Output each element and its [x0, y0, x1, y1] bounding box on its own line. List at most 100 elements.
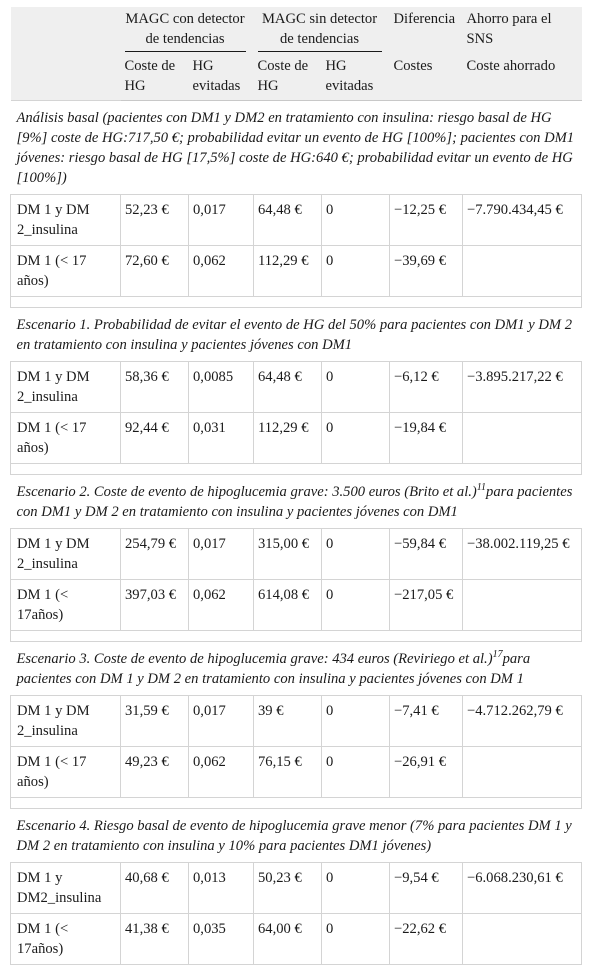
- cell-hg-evitadas-sin: 0: [321, 528, 390, 580]
- cell-coste-ahorrado: [462, 746, 582, 798]
- cell-coste-hg-sin: 112,29 €: [253, 245, 322, 297]
- table-row: DM 1 y DM 2_insulina 58,36 € 0,0085 64,4…: [10, 361, 582, 413]
- cell-coste-hg-con: 52,23 €: [120, 194, 189, 246]
- cell-diferencia-costes: −39,69 €: [389, 245, 463, 297]
- section-title-escenario-4: Escenario 4. Riesgo basal de evento de h…: [10, 808, 582, 863]
- cell-diferencia-costes: −6,12 €: [389, 361, 463, 413]
- cell-coste-hg-con: 40,68 €: [120, 862, 189, 914]
- cell-diferencia-costes: −12,25 €: [389, 194, 463, 246]
- spacer-cell: [10, 797, 582, 809]
- subheader-coste-hg-1: Coste de HG: [120, 52, 189, 101]
- subheader-coste-ahorrado: Coste ahorrado: [462, 52, 582, 101]
- cell-coste-hg-sin: 64,48 €: [253, 194, 322, 246]
- header-group-with-detector-text: MAGC con detector de tendencias: [124, 9, 246, 52]
- cell-hg-evitadas-con: 0,062: [188, 245, 254, 297]
- section-title-escenario-3-pre: Escenario 3. Coste de evento de hipogluc…: [16, 651, 493, 667]
- cell-coste-hg-con: 41,38 €: [120, 913, 189, 965]
- subheader-hg-evitadas-1-text: HG evitadas: [192, 58, 241, 94]
- cell-hg-evitadas-con: 0,031: [188, 412, 254, 464]
- section-title-escenario-1: Escenario 1. Probabilidad de evitar el e…: [10, 307, 582, 362]
- cell-hg-evitadas-con: 0,017: [188, 695, 254, 747]
- table-row: DM 1 (< 17años) 41,38 € 0,035 64,00 € 0 …: [10, 913, 582, 965]
- cell-hg-evitadas-con: 0,013: [188, 862, 254, 914]
- section-title-escenario-3: Escenario 3. Coste de evento de hipogluc…: [10, 641, 582, 696]
- section-title-row: Escenario 1. Probabilidad de evitar el e…: [10, 307, 582, 362]
- section-title-row: Escenario 3. Coste de evento de hipogluc…: [10, 641, 582, 696]
- cell-diferencia-costes: −22,62 €: [389, 913, 463, 965]
- spacer-row: [10, 797, 582, 809]
- cell-hg-evitadas-con: 0,035: [188, 913, 254, 965]
- cell-hg-evitadas-con: 0,017: [188, 194, 254, 246]
- spacer-cell: [10, 630, 582, 642]
- spacer-row: [10, 630, 582, 642]
- row-label: DM 1 y DM 2_insulina: [10, 528, 121, 580]
- cell-hg-evitadas-con: 0,017: [188, 528, 254, 580]
- cell-coste-hg-con: 49,23 €: [120, 746, 189, 798]
- cell-coste-ahorrado: [462, 913, 582, 965]
- spacer-row: [10, 463, 582, 475]
- table-row: DM 1 (< 17 años) 92,44 € 0,031 112,29 € …: [10, 412, 582, 464]
- cell-coste-hg-con: 72,60 €: [120, 245, 189, 297]
- section-title-escenario-2: Escenario 2. Coste de evento de hipogluc…: [10, 474, 582, 529]
- subheader-hg-evitadas-1: HG evitadas: [188, 52, 254, 101]
- table-row: DM 1 (< 17 años) 49,23 € 0,062 76,15 € 0…: [10, 746, 582, 798]
- section-title-row: Análisis basal (pacientes con DM1 y DM2 …: [10, 100, 582, 195]
- cell-coste-ahorrado: −7.790.434,45 €: [462, 194, 582, 246]
- table-row: DM 1 (< 17 años) 72,60 € 0,062 112,29 € …: [10, 245, 582, 297]
- cell-coste-hg-con: 58,36 €: [120, 361, 189, 413]
- table-row: DM 1 y DM 2_insulina 31,59 € 0,017 39 € …: [10, 695, 582, 747]
- cell-hg-evitadas-sin: 0: [321, 194, 390, 246]
- cell-coste-ahorrado: −38.002.119,25 €: [462, 528, 582, 580]
- row-label: DM 1 (< 17años): [10, 913, 121, 965]
- cell-coste-ahorrado: −6.068.230,61 €: [462, 862, 582, 914]
- cell-coste-hg-sin: 64,48 €: [253, 361, 322, 413]
- cell-hg-evitadas-con: 0,062: [188, 746, 254, 798]
- cell-hg-evitadas-sin: 0: [321, 245, 390, 297]
- row-label: DM 1 (< 17años): [10, 579, 121, 631]
- table-row: DM 1 y DM2_insulina 40,68 € 0,013 50,23 …: [10, 862, 582, 914]
- header-ahorro: Ahorro para el SNS: [462, 7, 582, 52]
- cell-coste-ahorrado: [462, 245, 582, 297]
- header-ahorro-text: Ahorro para el SNS: [466, 11, 552, 47]
- cell-coste-ahorrado: −3.895.217,22 €: [462, 361, 582, 413]
- section-title-escenario-2-post: para pacientes con DM1 y DM 2 en tratami…: [16, 484, 573, 520]
- cost-table: MAGC con detector de tendencias MAGC sin…: [10, 7, 582, 965]
- row-label: DM 1 (< 17 años): [10, 746, 121, 798]
- cell-hg-evitadas-sin: 0: [321, 412, 390, 464]
- cell-diferencia-costes: −217,05 €: [389, 579, 463, 631]
- cell-coste-hg-con: 31,59 €: [120, 695, 189, 747]
- row-label: DM 1 y DM 2_insulina: [10, 361, 121, 413]
- header-group-with-detector: MAGC con detector de tendencias: [120, 7, 254, 52]
- citation-superscript: 11: [476, 482, 487, 494]
- row-label: DM 1 (< 17 años): [10, 412, 121, 464]
- section-title-basal: Análisis basal (pacientes con DM1 y DM2 …: [10, 100, 582, 195]
- cell-coste-hg-sin: 315,00 €: [253, 528, 322, 580]
- cell-hg-evitadas-con: 0,0085: [188, 361, 254, 413]
- cell-coste-hg-sin: 50,23 €: [253, 862, 322, 914]
- cell-hg-evitadas-sin: 0: [321, 361, 390, 413]
- section-title-row: Escenario 4. Riesgo basal de evento de h…: [10, 808, 582, 863]
- cell-coste-hg-sin: 39 €: [253, 695, 322, 747]
- citation-superscript: 17: [492, 649, 503, 661]
- header-row-1: MAGC con detector de tendencias MAGC sin…: [10, 7, 582, 101]
- cell-diferencia-costes: −7,41 €: [389, 695, 463, 747]
- cell-coste-hg-sin: 76,15 €: [253, 746, 322, 798]
- section-title-escenario-2-pre: Escenario 2. Coste de evento de hipogluc…: [16, 484, 477, 500]
- cell-coste-hg-sin: 614,08 €: [253, 579, 322, 631]
- header-row-2: Coste de HG HG evitadas Coste de HG HG e…: [11, 52, 582, 101]
- table-row: DM 1 y DM 2_insulina 52,23 € 0,017 64,48…: [10, 194, 582, 246]
- cell-hg-evitadas-sin: 0: [321, 695, 390, 747]
- cell-coste-hg-con: 397,03 €: [120, 579, 189, 631]
- row-label: DM 1 y DM 2_insulina: [10, 695, 121, 747]
- subheader-costes: Costes: [389, 52, 463, 101]
- cell-coste-ahorrado: [462, 412, 582, 464]
- cell-hg-evitadas-con: 0,062: [188, 579, 254, 631]
- subheader-coste-ahorrado-text: Coste ahorrado: [466, 58, 556, 74]
- subheader-hg-evitadas-2: HG evitadas: [321, 52, 390, 101]
- section-title-row: Escenario 2. Coste de evento de hipogluc…: [10, 474, 582, 529]
- cell-hg-evitadas-sin: 0: [321, 746, 390, 798]
- row-label: DM 1 y DM2_insulina: [10, 862, 121, 914]
- header-group-without-detector: MAGC sin detector de tendencias: [253, 7, 390, 52]
- subheader-coste-hg-1-text: Coste de HG: [124, 58, 176, 94]
